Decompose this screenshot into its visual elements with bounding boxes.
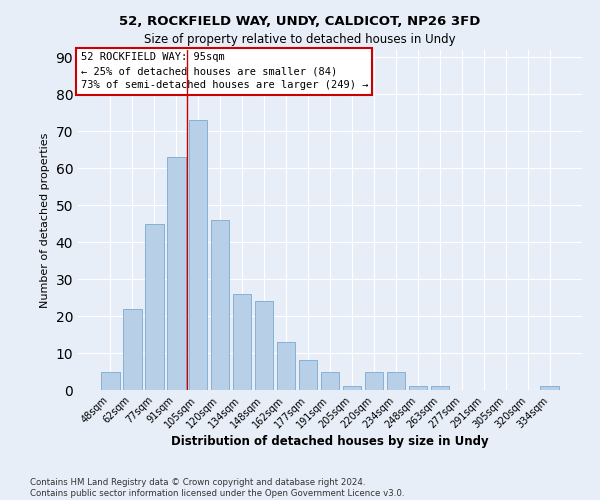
Text: Contains HM Land Registry data © Crown copyright and database right 2024.
Contai: Contains HM Land Registry data © Crown c… [30, 478, 404, 498]
Y-axis label: Number of detached properties: Number of detached properties [40, 132, 50, 308]
Bar [123, 308, 142, 390]
Bar [145, 224, 164, 390]
Bar [189, 120, 208, 390]
Bar [167, 157, 185, 390]
Bar [277, 342, 295, 390]
Text: Size of property relative to detached houses in Undy: Size of property relative to detached ho… [144, 32, 456, 46]
Bar [255, 302, 274, 390]
Bar [343, 386, 361, 390]
Bar [211, 220, 229, 390]
Bar [101, 372, 119, 390]
X-axis label: Distribution of detached houses by size in Undy: Distribution of detached houses by size … [171, 436, 489, 448]
Bar [409, 386, 427, 390]
Bar [365, 372, 383, 390]
Bar [386, 372, 405, 390]
Bar [431, 386, 449, 390]
Bar [541, 386, 559, 390]
Text: 52 ROCKFIELD WAY: 95sqm
← 25% of detached houses are smaller (84)
73% of semi-de: 52 ROCKFIELD WAY: 95sqm ← 25% of detache… [80, 52, 368, 90]
Text: 52, ROCKFIELD WAY, UNDY, CALDICOT, NP26 3FD: 52, ROCKFIELD WAY, UNDY, CALDICOT, NP26 … [119, 15, 481, 28]
Bar [320, 372, 340, 390]
Bar [233, 294, 251, 390]
Bar [299, 360, 317, 390]
